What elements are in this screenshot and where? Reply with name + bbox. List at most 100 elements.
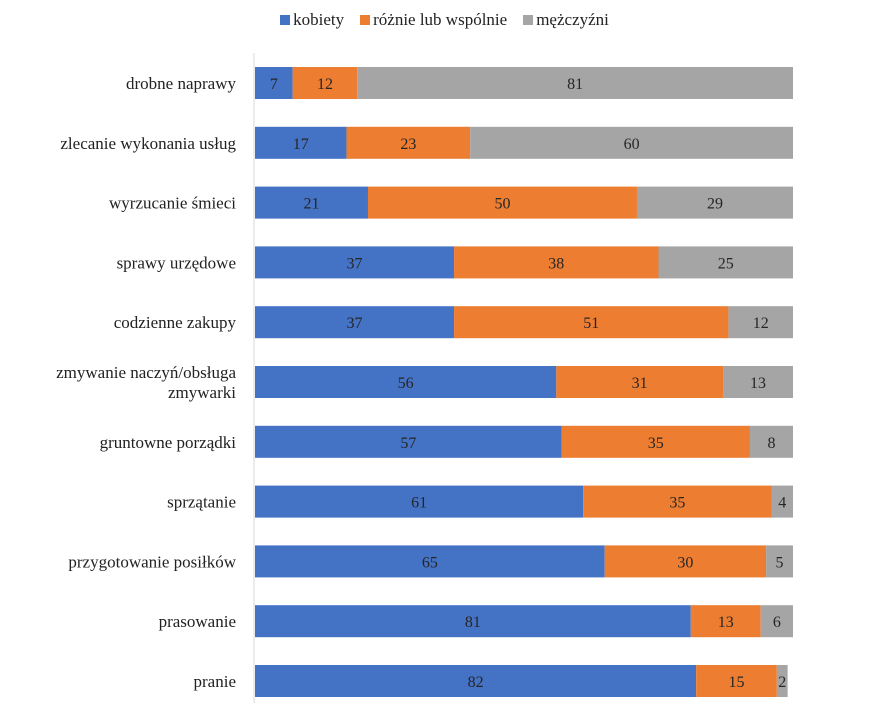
bar-segment xyxy=(255,306,455,339)
data-label: 29 xyxy=(707,196,723,213)
y-tick-label: zmywanie naczyń/obsługa zmywarki xyxy=(56,363,236,402)
data-label: 38 xyxy=(548,255,564,272)
bar-segment xyxy=(255,665,697,697)
bar-segment xyxy=(255,126,347,159)
legend-swatch xyxy=(360,15,371,25)
bar-segment xyxy=(255,605,691,638)
y-tick-label: pranie xyxy=(194,672,236,691)
bar-segment xyxy=(357,67,793,99)
data-label: 50 xyxy=(494,196,510,213)
y-tick-label: sprawy urzędowe xyxy=(117,253,236,272)
y-tick-label-line: prasowanie xyxy=(159,612,236,631)
y-tick-label-line: wyrzucanie śmieci xyxy=(109,194,236,213)
legend-item: kobiety xyxy=(280,10,344,30)
legend-label: mężczyźni xyxy=(536,10,609,29)
data-label: 2 xyxy=(778,674,786,691)
data-label: 12 xyxy=(753,315,769,332)
y-tick-label: sprzątanie xyxy=(167,493,236,512)
bar-segment xyxy=(658,246,793,279)
data-label: 5 xyxy=(776,554,784,571)
data-label: 35 xyxy=(648,435,664,452)
data-label: 7 xyxy=(270,76,278,93)
legend-swatch xyxy=(280,15,291,25)
data-label: 4 xyxy=(778,495,786,512)
y-tick-label: prasowanie xyxy=(159,612,236,631)
y-tick-label-line: codzienne zakupy xyxy=(114,313,237,332)
data-label: 15 xyxy=(729,674,745,691)
y-tick-label: zlecanie wykonania usług xyxy=(60,134,236,153)
bar-segment xyxy=(346,126,471,159)
y-tick-label: gruntowne porządki xyxy=(100,433,237,452)
legend-label: różnie lub wspólnie xyxy=(373,10,508,29)
data-label: 60 xyxy=(624,136,640,153)
bar-segment xyxy=(255,246,455,279)
bar-segment xyxy=(255,545,605,578)
legend-item: różnie lub wspólnie xyxy=(360,10,507,30)
bar-segment xyxy=(255,366,557,398)
data-label: 23 xyxy=(400,136,416,153)
data-label: 8 xyxy=(767,435,775,452)
y-tick-label: przygotowanie posiłków xyxy=(68,552,236,571)
legend-item: mężczyźni xyxy=(523,10,609,30)
y-tick-label-line: zmywanie naczyń/obsługa xyxy=(56,363,236,382)
bar-segment xyxy=(696,665,777,697)
chart-legend: kobiety różnie lub wspólnie mężczyźni xyxy=(0,10,889,30)
y-tick-label-line: gruntowne porządki xyxy=(100,433,237,452)
data-label: 13 xyxy=(718,614,734,631)
data-label: 25 xyxy=(718,255,734,272)
y-tick-label-line: drobne naprawy xyxy=(126,74,236,93)
bar-segment xyxy=(454,246,659,279)
y-tick-label-line: sprawy urzędowe xyxy=(117,253,236,272)
data-label: 61 xyxy=(411,495,427,512)
y-tick-label-line: zlecanie wykonania usług xyxy=(60,134,236,153)
data-label: 13 xyxy=(750,375,766,392)
bar-segment xyxy=(255,485,584,518)
legend-label: kobiety xyxy=(293,10,345,29)
data-label: 37 xyxy=(347,315,363,332)
y-tick-label-line: pranie xyxy=(194,672,236,691)
data-label: 81 xyxy=(465,614,481,631)
bar-segment xyxy=(255,425,562,458)
bar-segment xyxy=(690,605,761,638)
bar-segment xyxy=(728,306,793,339)
data-label: 57 xyxy=(400,435,416,452)
bar-segment xyxy=(255,67,293,99)
data-label: 12 xyxy=(317,76,333,93)
y-tick-label: codzienne zakupy xyxy=(114,313,237,332)
legend-swatch xyxy=(523,15,534,25)
y-tick-label-line: przygotowanie posiłków xyxy=(68,552,236,571)
bar-segment xyxy=(604,545,767,578)
bar-segment xyxy=(771,485,793,518)
bar-segment xyxy=(760,605,793,638)
data-label: 82 xyxy=(468,674,484,691)
bar-segment xyxy=(723,366,793,398)
bar-segment xyxy=(749,425,793,458)
data-label: 81 xyxy=(567,76,583,93)
data-label: 31 xyxy=(632,375,648,392)
data-label: 6 xyxy=(773,614,781,631)
bar-segment xyxy=(556,366,724,398)
y-tick-label-line: zmywarki xyxy=(168,383,236,402)
bar-segment xyxy=(636,186,793,219)
data-label: 17 xyxy=(293,136,309,153)
data-label: 51 xyxy=(583,315,599,332)
bar-segment xyxy=(561,425,750,458)
bar-segment xyxy=(367,186,637,219)
bar-segment xyxy=(454,306,729,339)
data-label: 37 xyxy=(347,255,363,272)
bar-segment xyxy=(766,545,793,578)
data-label: 56 xyxy=(398,375,414,392)
bar-segment xyxy=(583,485,772,518)
y-tick-label: wyrzucanie śmieci xyxy=(109,194,236,213)
bar-segment xyxy=(255,186,368,219)
bar-segment xyxy=(292,67,358,99)
y-tick-label-line: sprzątanie xyxy=(167,493,236,512)
data-label: 30 xyxy=(677,554,693,571)
data-label: 65 xyxy=(422,554,438,571)
bar-segment xyxy=(470,126,793,159)
bar-segment xyxy=(776,665,788,697)
data-label: 21 xyxy=(303,196,319,213)
data-label: 35 xyxy=(669,495,685,512)
